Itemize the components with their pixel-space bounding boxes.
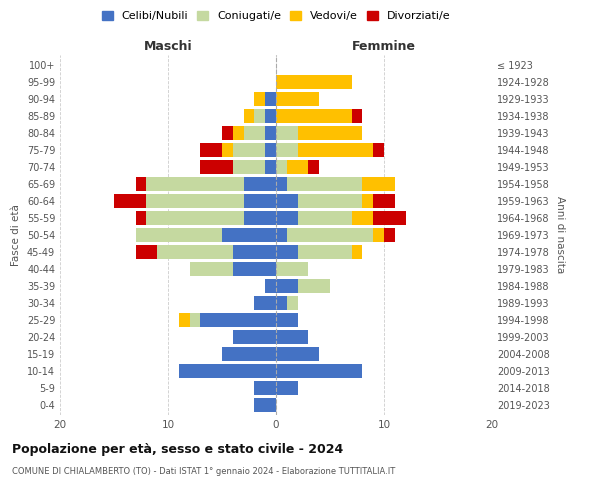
Bar [265, 110, 276, 123]
Y-axis label: Anni di nascita: Anni di nascita [555, 196, 565, 274]
Bar [276, 178, 287, 191]
Bar [276, 381, 298, 394]
Bar [298, 211, 352, 225]
Bar [265, 160, 276, 174]
Bar [373, 228, 384, 242]
Bar [233, 160, 265, 174]
Bar [244, 110, 254, 123]
Bar [287, 228, 373, 242]
Bar [190, 313, 200, 326]
Bar [254, 381, 276, 394]
Bar [276, 92, 319, 106]
Bar [352, 110, 362, 123]
Bar [254, 296, 276, 310]
Bar [276, 76, 352, 89]
Bar [276, 126, 298, 140]
Bar [276, 110, 352, 123]
Bar [276, 262, 308, 276]
Bar [146, 194, 244, 208]
Bar [352, 245, 362, 259]
Bar [146, 178, 244, 191]
Bar [179, 364, 276, 378]
Bar [222, 126, 233, 140]
Bar [298, 126, 362, 140]
Bar [222, 228, 276, 242]
Bar [233, 126, 244, 140]
Bar [265, 279, 276, 292]
Bar [222, 347, 276, 360]
Bar [308, 160, 319, 174]
Text: Femmine: Femmine [352, 40, 416, 54]
Bar [276, 279, 298, 292]
Bar [136, 211, 146, 225]
Bar [276, 347, 319, 360]
Bar [373, 144, 384, 157]
Bar [265, 92, 276, 106]
Bar [276, 228, 287, 242]
Bar [254, 398, 276, 411]
Bar [244, 194, 276, 208]
Bar [254, 92, 265, 106]
Bar [276, 364, 362, 378]
Bar [276, 313, 298, 326]
Bar [287, 296, 298, 310]
Bar [276, 296, 287, 310]
Bar [276, 194, 298, 208]
Bar [298, 245, 352, 259]
Bar [244, 211, 276, 225]
Bar [136, 245, 157, 259]
Bar [384, 228, 395, 242]
Text: Maschi: Maschi [143, 40, 193, 54]
Bar [114, 194, 146, 208]
Bar [362, 178, 395, 191]
Bar [179, 313, 190, 326]
Bar [244, 178, 276, 191]
Bar [244, 126, 265, 140]
Bar [136, 228, 222, 242]
Bar [233, 144, 265, 157]
Bar [362, 194, 373, 208]
Bar [200, 144, 222, 157]
Bar [352, 211, 373, 225]
Bar [233, 262, 276, 276]
Bar [276, 160, 287, 174]
Bar [222, 144, 233, 157]
Bar [276, 144, 298, 157]
Bar [200, 313, 276, 326]
Bar [373, 194, 395, 208]
Bar [276, 211, 298, 225]
Bar [146, 211, 244, 225]
Bar [233, 330, 276, 344]
Y-axis label: Fasce di età: Fasce di età [11, 204, 21, 266]
Bar [233, 245, 276, 259]
Bar [298, 194, 362, 208]
Legend: Celibi/Nubili, Coniugati/e, Vedovi/e, Divorziati/e: Celibi/Nubili, Coniugati/e, Vedovi/e, Di… [101, 10, 451, 21]
Bar [200, 160, 233, 174]
Bar [287, 178, 362, 191]
Text: COMUNE DI CHIALAMBERTO (TO) - Dati ISTAT 1° gennaio 2024 - Elaborazione TUTTITAL: COMUNE DI CHIALAMBERTO (TO) - Dati ISTAT… [12, 468, 395, 476]
Bar [276, 330, 308, 344]
Bar [254, 110, 265, 123]
Bar [287, 160, 308, 174]
Bar [373, 211, 406, 225]
Bar [265, 144, 276, 157]
Bar [276, 245, 298, 259]
Text: Popolazione per età, sesso e stato civile - 2024: Popolazione per età, sesso e stato civil… [12, 442, 343, 456]
Bar [157, 245, 233, 259]
Bar [136, 178, 146, 191]
Bar [298, 279, 330, 292]
Bar [298, 144, 373, 157]
Bar [190, 262, 233, 276]
Bar [265, 126, 276, 140]
